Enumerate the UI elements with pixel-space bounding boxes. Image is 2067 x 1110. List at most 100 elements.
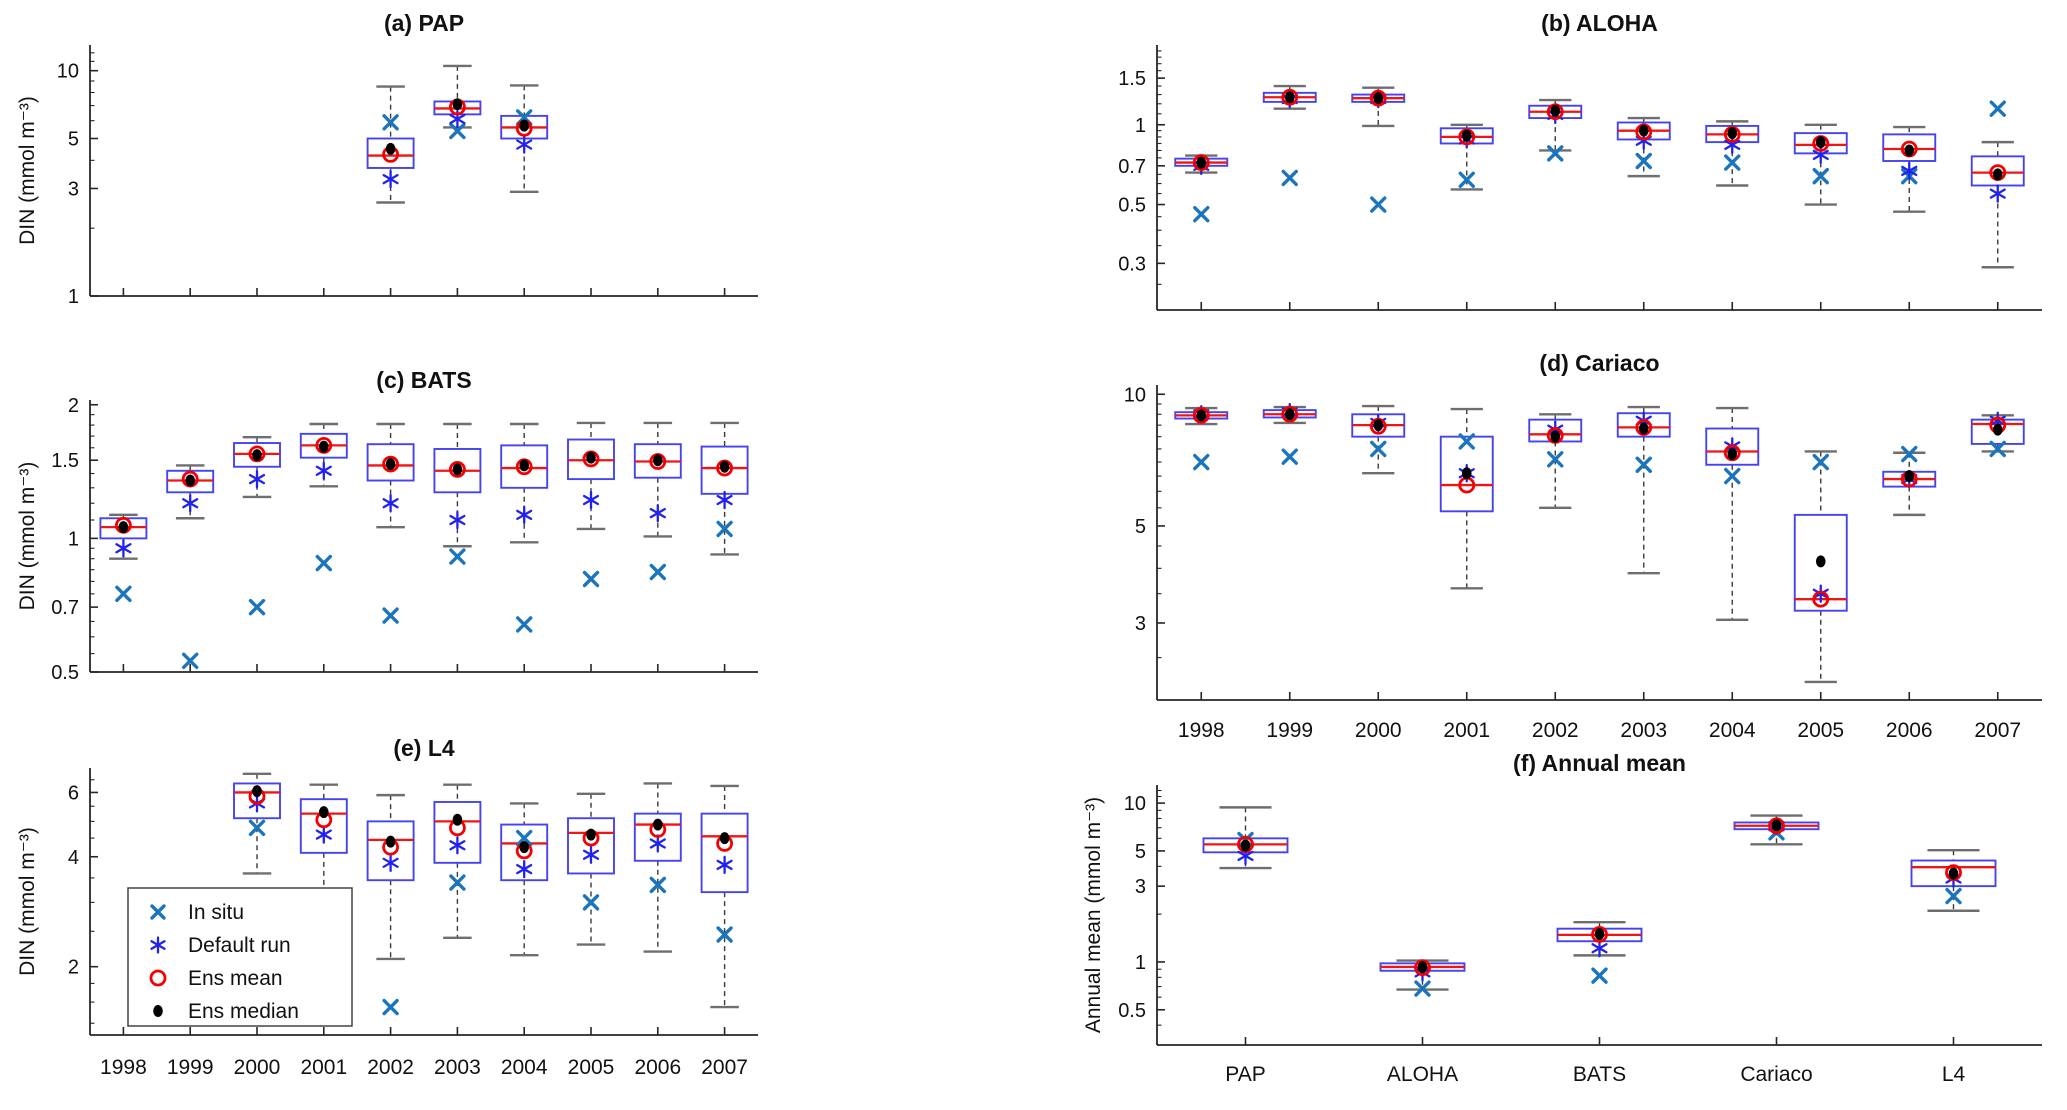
default-run-marker	[115, 539, 132, 558]
ens-median-marker	[1196, 409, 1207, 422]
default-run-marker	[1989, 184, 2006, 203]
ens-mean-marker	[1591, 926, 1608, 943]
ens-median-marker	[1373, 92, 1384, 105]
ens-median-marker	[1638, 422, 1649, 435]
panel-f-xlabel-Cariaco: Cariaco	[1740, 1063, 1812, 1086]
in-situ-marker	[1547, 451, 1564, 468]
panel-d-ytick-label: 10	[1124, 384, 1146, 406]
ens-mean-marker	[448, 461, 466, 478]
panel-a-box-2002	[366, 85, 415, 204]
panel-e-box-2003	[433, 783, 482, 939]
in-situ-marker	[1370, 440, 1387, 458]
panel-b-ytick-label: 0.3	[1118, 253, 1146, 275]
panel-b: (b) ALOHA 1.5 1 0.7 0.5 0.3	[1118, 10, 2042, 311]
panel-c-box-2001	[299, 422, 348, 572]
ens-median-marker	[1284, 91, 1295, 104]
panel-e-xlabel-2003: 2003	[434, 1056, 481, 1079]
panel-b-box-2005	[1793, 123, 1848, 206]
panel-b-box-2000	[1351, 86, 1406, 213]
panel-f-ylabel: Annual mean (mmol m⁻³)	[1082, 797, 1105, 1033]
in-situ-marker	[182, 652, 199, 669]
panel-c: (c) BATS 2 1.5 1 0.7 0.5 DIN (mmol m⁻³)	[16, 367, 758, 684]
in-situ-marker	[1901, 445, 1918, 463]
ens-median-marker	[118, 521, 129, 534]
panel-f: (f) Annual mean 10 5 3 1 0.5 Annual mean (mmol…	[1082, 750, 2042, 1086]
ens-mean-marker	[1812, 590, 1830, 608]
ens-median-marker	[385, 835, 396, 848]
panel-d-xlabel-1999: 1999	[1266, 719, 1313, 742]
default-run-marker	[1901, 161, 1918, 181]
panel-b-ytick-label: 0.5	[1118, 195, 1146, 217]
ens-median-marker	[519, 119, 529, 132]
panel-e-xlabel-1999: 1999	[167, 1056, 214, 1079]
panel-d-ytick-label: 3	[1135, 613, 1146, 635]
in-situ-marker	[1724, 467, 1741, 485]
in-situ-marker	[1547, 145, 1564, 162]
in-situ-marker	[1635, 152, 1652, 170]
panel-e-xlabel-2006: 2006	[634, 1056, 681, 1079]
panel-f-ytick-label: 10	[1124, 793, 1146, 815]
default-run-marker	[382, 494, 399, 513]
default-run-marker	[716, 855, 733, 875]
panel-c-box-2004	[500, 422, 549, 633]
ens-mean-marker	[1281, 88, 1299, 106]
in-situ-marker	[382, 998, 399, 1016]
panel-d-box-2003	[1616, 405, 1671, 575]
box-rect	[500, 444, 549, 489]
ens-median-marker	[1240, 839, 1251, 852]
panel-e-title: (e) L4	[393, 735, 455, 761]
ens-median-marker	[1727, 127, 1738, 140]
default-run-marker	[449, 510, 466, 530]
default-run-marker	[716, 490, 733, 510]
panel-d-xlabel-2005: 2005	[1797, 719, 1844, 742]
panel-a-box-2004	[500, 84, 549, 194]
panel-c-box-2000	[233, 436, 281, 616]
panel-c-box-2007	[700, 421, 749, 556]
panel-f-ytick-label: 3	[1135, 876, 1146, 898]
panel-a-ytick-label: 5	[68, 129, 79, 151]
box-rect	[1882, 133, 1937, 162]
in-situ-marker	[1458, 171, 1475, 188]
default-run-marker	[182, 494, 199, 513]
ens-median-marker	[1550, 104, 1561, 117]
panel-f-box-BATS	[1556, 920, 1643, 984]
panel-c-box-2005	[567, 421, 615, 588]
box-rect	[366, 820, 415, 882]
box-rect	[633, 812, 682, 862]
in-situ-marker	[516, 829, 533, 847]
ens-median-marker	[519, 459, 529, 472]
default-run-marker	[649, 834, 666, 853]
ens-mean-marker	[1192, 406, 1210, 424]
legend-label: Ens median	[188, 1000, 299, 1023]
ens-median-marker	[252, 449, 262, 462]
panel-d-ytick-label: 5	[1135, 516, 1146, 538]
panel-f-box-Cariaco	[1733, 814, 1820, 846]
default-run-marker	[649, 503, 666, 523]
panel-c-ytick-label: 0.5	[51, 662, 79, 684]
panel-b-title: (b) ALOHA	[1541, 10, 1658, 36]
in-situ-marker	[716, 926, 733, 943]
ens-median-marker	[452, 813, 463, 826]
panel-e-box-2005	[567, 792, 615, 946]
panel-e-xlabel-2001: 2001	[300, 1056, 347, 1079]
in-situ-marker	[582, 570, 600, 588]
panel-b-box-2002	[1528, 98, 1583, 162]
in-situ-marker	[382, 607, 399, 624]
box-rect	[433, 801, 482, 864]
panel-f-ytick-label: 1	[1135, 952, 1146, 974]
panel-f-xlabel-L4: L4	[1942, 1063, 1966, 1086]
panel-d-box-2002	[1528, 413, 1583, 510]
in-situ-marker	[1414, 980, 1431, 997]
ens-mean-marker	[1192, 154, 1210, 171]
panel-c-ytick-label: 1.5	[51, 450, 79, 472]
legend-item-ens-mean: Ens mean	[149, 967, 283, 990]
panel-b-box-2006	[1882, 125, 1937, 213]
in-situ-marker	[649, 563, 666, 581]
panel-f-xlabel-ALOHA: ALOHA	[1387, 1063, 1458, 1086]
panel-e-box-2006	[633, 782, 682, 953]
in-situ-marker	[1193, 205, 1210, 223]
default-run-marker	[1812, 584, 1829, 603]
in-situ-marker	[716, 520, 733, 538]
default-run-marker	[248, 469, 266, 489]
